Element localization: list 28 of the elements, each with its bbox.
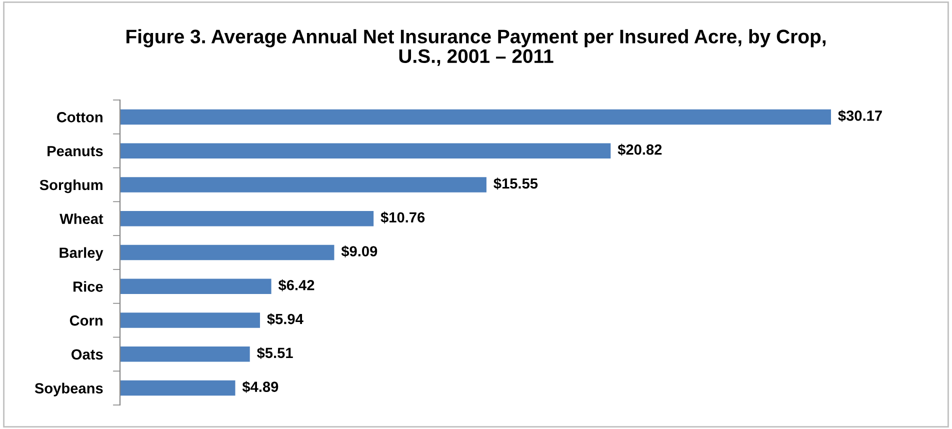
bar xyxy=(120,210,374,226)
y-tick-label: Corn xyxy=(70,315,102,326)
y-tick-label: Rice xyxy=(74,281,103,292)
chart-title: Figure 3. Average Annual Net Insurance Payment per Insured Acre, by Crop, U.S., 2001 – 2011 xyxy=(126,29,826,66)
bar xyxy=(120,380,236,396)
data-label: $15.55 xyxy=(494,178,538,190)
y-tick-label: Sorghum xyxy=(40,179,102,194)
bar xyxy=(120,278,272,294)
bar xyxy=(120,177,486,192)
y-tick-label: Wheat xyxy=(60,213,104,224)
bar xyxy=(120,143,611,158)
y-tick-label: Cotton xyxy=(56,112,102,122)
data-label: $9.09 xyxy=(341,245,378,258)
y-tick-label: Oats xyxy=(72,349,103,360)
bar xyxy=(120,244,334,260)
bar xyxy=(120,109,831,125)
y-tick-label: Barley xyxy=(60,247,104,261)
data-label: $6.42 xyxy=(278,279,314,292)
data-label: $10.76 xyxy=(380,212,425,224)
data-label: $30.17 xyxy=(838,110,882,122)
data-label: $4.89 xyxy=(242,381,278,393)
data-label: $20.82 xyxy=(618,144,662,156)
bar xyxy=(120,312,260,328)
data-label: $5.51 xyxy=(256,347,293,360)
y-tick-label: Soybeans xyxy=(34,382,103,396)
bar xyxy=(120,346,250,362)
y-tick-label: Peanuts xyxy=(48,146,103,156)
data-label: $5.94 xyxy=(267,313,304,326)
